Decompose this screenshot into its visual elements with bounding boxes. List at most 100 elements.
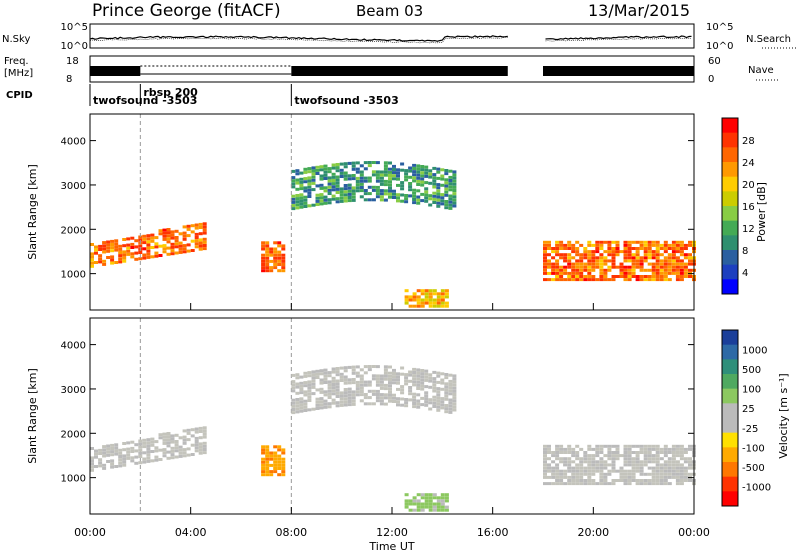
power-cell — [679, 253, 684, 257]
velocity-cell — [659, 469, 664, 473]
power-cell — [281, 259, 286, 263]
velocity-cell — [323, 371, 328, 375]
power-cell — [311, 169, 316, 173]
power-cell — [198, 226, 203, 229]
power-cell — [186, 227, 191, 231]
power-cell — [651, 265, 656, 269]
velocity-cell — [307, 374, 312, 378]
velocity-cell — [603, 460, 608, 464]
power-cell — [265, 253, 270, 257]
velocity-cell — [619, 479, 624, 482]
power-cell — [567, 247, 572, 250]
velocity-cell — [623, 444, 628, 448]
power-cell — [388, 186, 392, 190]
power-cell — [639, 259, 644, 263]
beam-title: Beam 03 — [356, 2, 423, 20]
power-cell — [452, 182, 457, 186]
velocity-cell — [671, 472, 676, 476]
time-axis: 00:00 04:00 08:00 12:00 16:00 20:00 00:00 — [74, 303, 710, 539]
power-cell — [659, 265, 664, 269]
power-cell — [202, 228, 207, 232]
velocity-cell — [647, 479, 652, 482]
velocity-cell — [651, 454, 656, 458]
power-cell — [408, 169, 413, 173]
velocity-cell — [571, 472, 576, 476]
velocity-cell — [440, 505, 445, 509]
power-cell — [307, 204, 312, 208]
velocity-cell — [583, 472, 588, 476]
velocity-cell — [327, 402, 332, 406]
velocity-cell — [627, 447, 632, 451]
power-cell — [420, 174, 425, 178]
velocity-cell — [420, 508, 425, 512]
velocity-cell — [635, 454, 640, 458]
power-cell — [412, 298, 417, 302]
power-cell — [319, 202, 324, 206]
velocity-cell — [635, 451, 640, 454]
power-cell — [347, 183, 352, 187]
velocity-cell — [94, 455, 98, 459]
power-cell — [436, 189, 441, 193]
power-cell — [671, 265, 676, 269]
velocity-cell — [281, 463, 286, 467]
velocity-cell — [343, 375, 348, 379]
velocity-cell — [335, 395, 340, 398]
velocity-cell — [146, 459, 151, 463]
power-cell — [158, 244, 163, 248]
velocity-cell — [543, 460, 547, 464]
power-cell — [281, 269, 286, 273]
power-cell — [440, 174, 445, 178]
velocity-cell — [587, 463, 592, 467]
velocity-cell — [635, 479, 640, 482]
velocity-cell — [623, 460, 628, 464]
colorbar-tick-label: 20 — [742, 180, 755, 191]
power-cell — [388, 192, 392, 196]
velocity-cell — [110, 453, 115, 457]
velocity-cell — [295, 398, 300, 401]
power-cell — [351, 192, 356, 196]
power-cell — [571, 250, 576, 254]
velocity-cell — [114, 465, 119, 468]
power-cell — [424, 289, 429, 293]
power-cell — [347, 189, 352, 193]
power-cell — [567, 265, 572, 269]
power-cell — [623, 256, 628, 260]
power-cell — [319, 177, 324, 181]
velocity-cell — [420, 387, 425, 391]
velocity-cell — [420, 505, 425, 509]
power-cell — [436, 204, 441, 208]
velocity-cell — [432, 395, 437, 399]
power-cell — [631, 268, 636, 272]
velocity-cell — [599, 447, 604, 451]
velocity-cell — [412, 371, 417, 374]
power-cell — [134, 257, 139, 261]
velocity-cell — [404, 382, 409, 386]
power-cell — [162, 231, 167, 235]
power-cell — [607, 240, 612, 244]
velocity-cell — [595, 447, 600, 451]
velocity-cell — [182, 429, 187, 433]
velocity-cell — [142, 441, 147, 445]
power-cell — [277, 253, 282, 257]
power-cell — [261, 253, 266, 257]
velocity-cell — [299, 400, 304, 404]
power-cell — [551, 256, 556, 260]
velocity-cell — [98, 458, 103, 462]
velocity-cell — [579, 457, 584, 461]
velocity-cell — [559, 451, 564, 454]
velocity-cell — [416, 493, 421, 497]
velocity-cell — [424, 369, 429, 373]
velocity-cell — [327, 389, 332, 393]
power-cell — [379, 189, 384, 193]
power-cell — [675, 243, 680, 247]
velocity-cell — [311, 385, 316, 389]
power-cell — [436, 201, 441, 205]
freq-unit: [MHz] — [4, 68, 33, 79]
velocity-cell — [583, 454, 588, 458]
velocity-cell — [667, 447, 672, 451]
power-cell — [688, 256, 692, 260]
power-cell — [303, 177, 308, 181]
velocity-cell — [277, 454, 282, 458]
